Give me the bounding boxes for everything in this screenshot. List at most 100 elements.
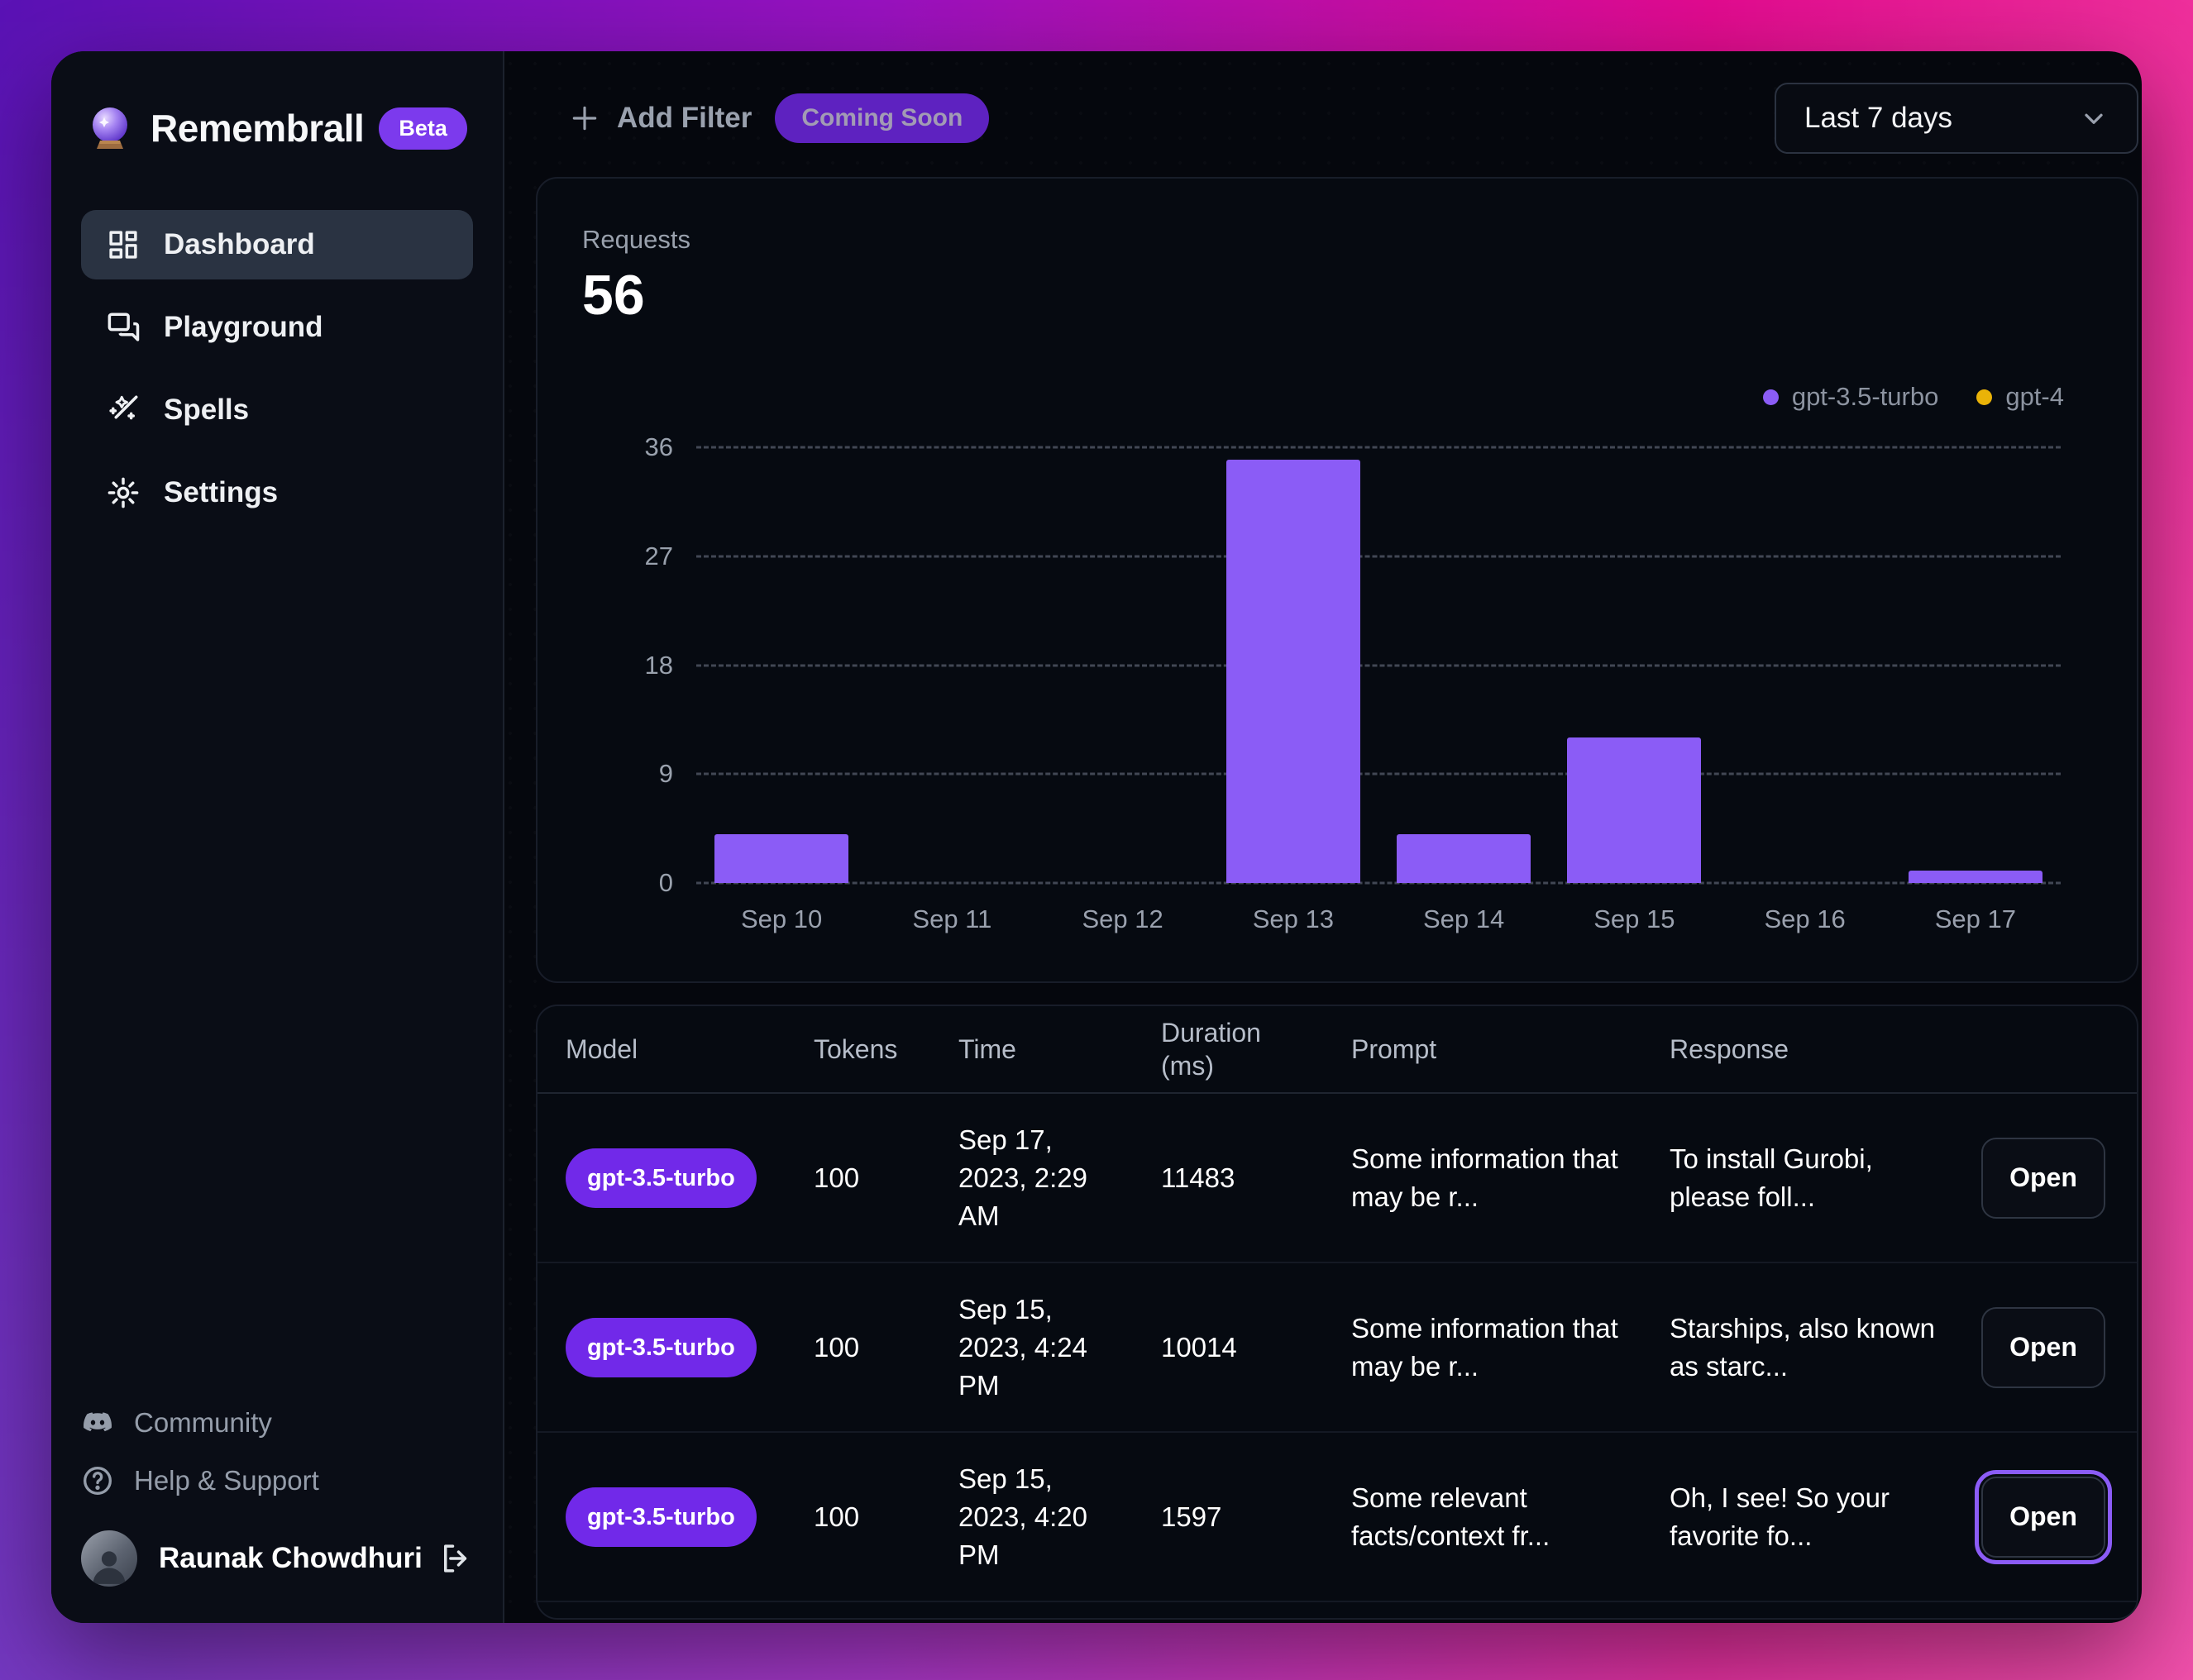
brand-name: Remembrall — [150, 107, 365, 150]
cell-tokens: 100 — [814, 1501, 860, 1532]
user-row: Raunak Chowdhuri — [81, 1530, 473, 1587]
column-header-model: Model — [566, 1034, 638, 1064]
date-range-value: Last 7 days — [1804, 102, 1952, 134]
cell-prompt: Some information that may be r... — [1351, 1143, 1618, 1212]
gridline — [696, 881, 2061, 885]
cell-time: Sep 15, 2023, 4:24 PM — [958, 1293, 1087, 1401]
gridline — [696, 446, 2061, 449]
add-filter-label: Add Filter — [617, 102, 752, 134]
cell-model: gpt-3.5-turbo — [538, 1487, 786, 1547]
bar-gpt-3.5-turbo-sep-10[interactable] — [714, 834, 849, 883]
requests-table-card: Model Tokens Time Duration (ms) Prompt R… — [536, 1005, 2138, 1620]
table-row: gpt-3.5-turbo 100 Sep 15, 2023, 4:20 PM 159… — [538, 1433, 2137, 1602]
gear-icon — [106, 475, 141, 510]
discord-icon — [81, 1406, 114, 1439]
y-tick: 9 — [658, 759, 673, 789]
model-badge: gpt-3.5-turbo — [566, 1317, 757, 1377]
date-range-select[interactable]: Last 7 days — [1775, 83, 2138, 154]
x-tick: Sep 12 — [1082, 904, 1163, 933]
cell-prompt: Some relevant facts/context fr... — [1351, 1482, 1550, 1551]
help-support-label: Help & Support — [134, 1465, 319, 1496]
bar-gpt-3.5-turbo-sep-17[interactable] — [1908, 871, 2042, 883]
gridline — [696, 772, 2061, 776]
sidebar-item-spells[interactable]: Spells — [81, 375, 473, 445]
sidebar-item-settings[interactable]: Settings — [81, 458, 473, 527]
y-axis-labels: 36 27 18 9 0 — [538, 432, 673, 897]
sidebar-footer: Community Help & Support — [81, 1406, 473, 1587]
legend-item-gpt35[interactable]: gpt-3.5-turbo — [1762, 382, 1939, 412]
gridline — [696, 664, 2061, 666]
sidebar-item-label: Dashboard — [164, 228, 315, 260]
bar-chart-plot: Sep 10 Sep 11 Sep 12 Sep 13 Sep 14 Sep 1… — [696, 446, 2061, 933]
table-header: Model Tokens Time Duration (ms) Prompt R… — [538, 1006, 2137, 1094]
y-tick: 18 — [644, 650, 673, 680]
requests-value: 56 — [582, 264, 645, 327]
cell-actions: Open — [1953, 1306, 2137, 1388]
cell-tokens: 100 — [814, 1331, 860, 1363]
coming-soon-badge: Coming Soon — [775, 93, 990, 143]
avatar[interactable] — [81, 1530, 137, 1587]
requests-label: Requests — [582, 225, 690, 254]
sidebar-nav: Dashboard Playground Spe — [81, 210, 473, 541]
help-support-link[interactable]: Help & Support — [81, 1464, 473, 1497]
cell-time: Sep 15, 2023, 4:20 PM — [958, 1463, 1087, 1570]
y-tick: 27 — [644, 541, 673, 570]
column-header-time: Time — [958, 1034, 1016, 1064]
x-tick: Sep 13 — [1252, 904, 1335, 933]
cell-duration: 10014 — [1161, 1331, 1237, 1363]
x-tick: Sep 16 — [1764, 904, 1846, 933]
cell-prompt: Some information that may be r... — [1351, 1312, 1618, 1382]
model-badge: gpt-3.5-turbo — [566, 1487, 757, 1547]
legend-label-gpt4: gpt-4 — [2005, 382, 2064, 411]
x-tick: Sep 10 — [740, 904, 823, 933]
cell-response: Oh, I see! So your favorite fo... — [1670, 1482, 1890, 1551]
column-header-prompt: Prompt — [1351, 1034, 1437, 1064]
cell-actions: Open — [1953, 1469, 2137, 1564]
cell-duration: 1597 — [1161, 1501, 1222, 1532]
brand: Remembrall Beta — [86, 104, 473, 152]
table-row: gpt-3.5-turbo 100 Sep 15, 2023, 4:24 PM 100… — [538, 1263, 2137, 1433]
chart-legend: gpt-3.5-turbo gpt-4 — [1762, 382, 2064, 412]
beta-badge: Beta — [379, 107, 467, 150]
logout-icon[interactable] — [438, 1541, 473, 1576]
cell-tokens: 100 — [814, 1162, 860, 1193]
y-tick: 36 — [644, 432, 673, 461]
cell-time: Sep 17, 2023, 2:29 AM — [958, 1124, 1087, 1231]
cell-response: To install Gurobi, please foll... — [1670, 1143, 1873, 1212]
user-name: Raunak Chowdhuri — [159, 1542, 423, 1574]
bar-gpt-3.5-turbo-sep-13[interactable] — [1226, 459, 1360, 883]
add-filter-button[interactable]: Add Filter — [569, 102, 752, 135]
community-link[interactable]: Community — [81, 1406, 473, 1439]
legend-dot-gpt35 — [1762, 389, 1779, 405]
open-button[interactable]: Open — [1981, 1306, 2105, 1388]
x-tick: Sep 15 — [1593, 904, 1675, 933]
legend-dot-gpt4 — [1976, 389, 1993, 405]
main-content: Add Filter Coming Soon Last 7 days Reque… — [504, 51, 2142, 1623]
requests-chart-card: Requests 56 gpt-3.5-turbo gpt-4 36 27 18… — [536, 177, 2138, 983]
x-tick: Sep 17 — [1934, 904, 2017, 933]
open-button[interactable]: Open — [1975, 1469, 2112, 1564]
open-button[interactable]: Open — [1981, 1137, 2105, 1219]
legend-item-gpt4[interactable]: gpt-4 — [1976, 382, 2064, 412]
sidebar: Remembrall Beta Dashboard — [51, 51, 504, 1623]
column-header-duration: Duration (ms) — [1161, 1018, 1261, 1081]
cell-duration: 11483 — [1161, 1162, 1235, 1193]
bar-gpt-3.5-turbo-sep-14[interactable] — [1397, 834, 1531, 883]
sidebar-item-label: Settings — [164, 476, 279, 508]
x-tick: Sep 14 — [1422, 904, 1505, 933]
bar-gpt-3.5-turbo-sep-15[interactable] — [1567, 737, 1702, 883]
chevron-down-icon — [2079, 103, 2109, 133]
community-label: Community — [134, 1407, 272, 1438]
table-body: gpt-3.5-turbo 100 Sep 17, 2023, 2:29 AM 114… — [538, 1094, 2137, 1602]
column-header-tokens: Tokens — [814, 1034, 898, 1064]
sidebar-item-playground[interactable]: Playground — [81, 293, 473, 362]
gridline — [696, 555, 2061, 558]
sidebar-item-label: Playground — [164, 311, 323, 343]
cell-model: gpt-3.5-turbo — [538, 1317, 786, 1377]
y-tick: 0 — [658, 868, 673, 897]
chat-bubbles-icon — [106, 310, 141, 345]
column-header-response: Response — [1670, 1034, 1789, 1064]
legend-label-gpt35: gpt-3.5-turbo — [1791, 382, 1939, 411]
sidebar-item-dashboard[interactable]: Dashboard — [81, 210, 473, 279]
plus-icon — [569, 103, 600, 134]
